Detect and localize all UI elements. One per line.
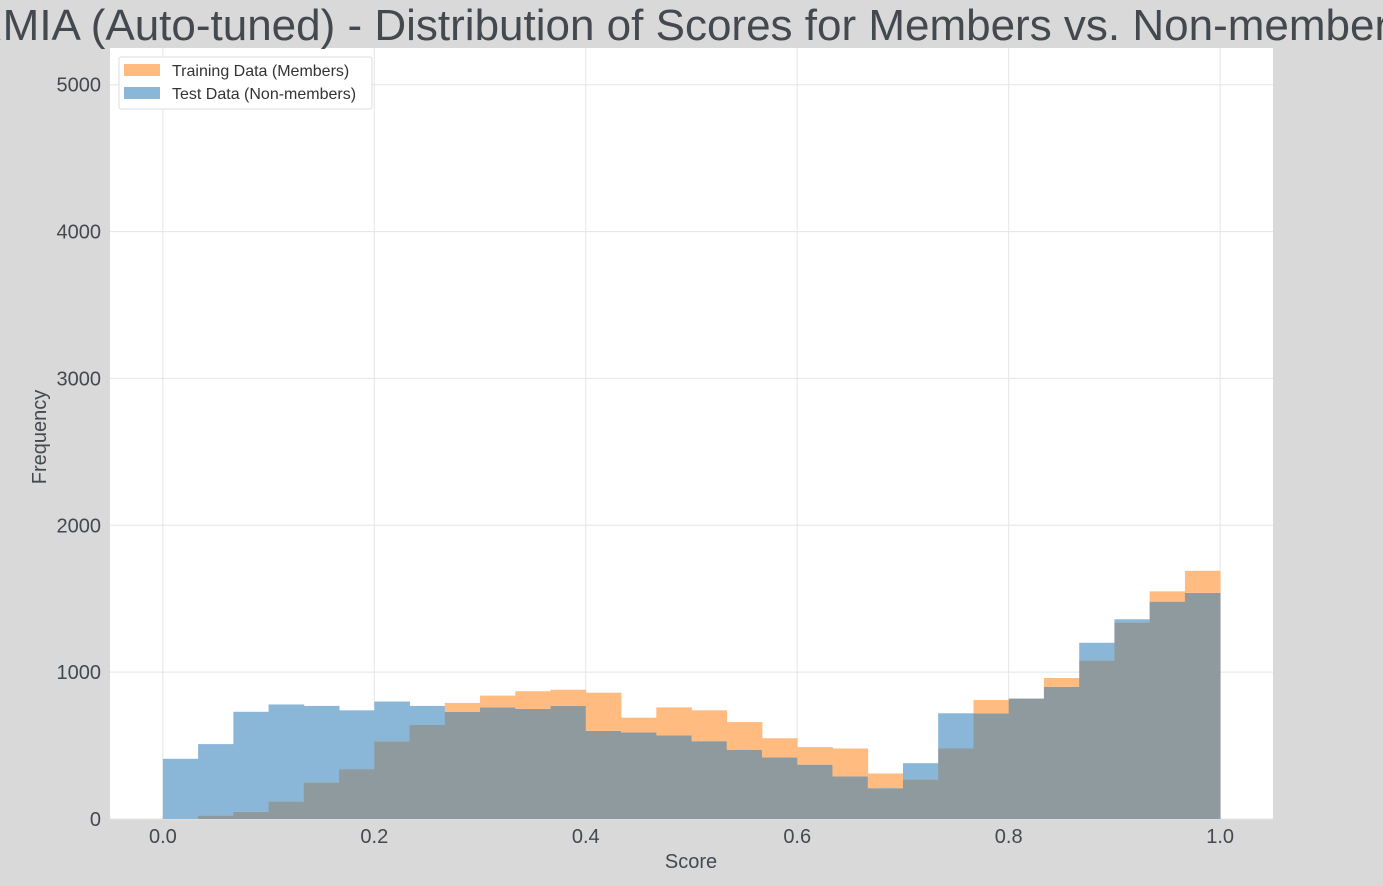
bar-members xyxy=(550,689,587,706)
bar-members xyxy=(1184,570,1221,593)
bar-members xyxy=(656,707,692,736)
bar-overlap xyxy=(233,811,269,819)
y-tick-label: 3000 xyxy=(57,368,102,390)
y-axis-label: Frequency xyxy=(29,390,51,485)
legend-swatch-members xyxy=(124,64,160,76)
bar-overlap xyxy=(938,748,974,819)
y-tick-label: 4000 xyxy=(57,222,102,244)
bar-non-members xyxy=(303,705,340,783)
bar-overlap xyxy=(444,711,481,819)
bar-overlap xyxy=(303,782,340,819)
bar-non-members xyxy=(1114,619,1151,623)
bar-overlap xyxy=(515,708,551,819)
legend-box xyxy=(118,56,373,110)
bar-overlap xyxy=(1079,660,1115,819)
bar-members xyxy=(1043,678,1080,687)
x-tick-label: 0.2 xyxy=(360,826,388,848)
bar-overlap xyxy=(867,788,904,819)
bar-members xyxy=(444,702,481,712)
bar-overlap xyxy=(973,713,1010,819)
bar-non-members xyxy=(268,704,305,802)
bar-non-members xyxy=(409,705,446,726)
x-tick-label: 0.8 xyxy=(995,826,1023,848)
bar-members xyxy=(726,722,763,750)
legend-label-members: Training Data (Members) xyxy=(172,63,349,80)
bar-members xyxy=(585,692,622,731)
bar-overlap xyxy=(480,707,516,819)
bar-members xyxy=(480,695,516,708)
bars xyxy=(162,570,1221,819)
bar-overlap xyxy=(832,776,869,819)
tick-labels: 0.0 0.2 0.4 0.6 0.8 1.0 0 1000 2000 3000 4000 5000 xyxy=(57,75,1235,848)
bar-overlap xyxy=(762,757,798,819)
bar-overlap xyxy=(198,815,234,819)
bar-overlap xyxy=(797,764,833,819)
y-tick-label: 2000 xyxy=(57,515,102,537)
bar-members xyxy=(515,691,551,709)
bar-overlap xyxy=(1008,698,1045,819)
x-axis-label: Score xyxy=(665,851,717,873)
x-tick-label: 1.0 xyxy=(1206,826,1234,848)
bar-overlap xyxy=(1114,622,1151,819)
bar-members xyxy=(973,700,1010,714)
bar-members xyxy=(867,773,904,789)
bar-overlap xyxy=(620,732,657,819)
bar-non-members xyxy=(233,711,269,812)
bar-non-members xyxy=(162,758,199,819)
bar-non-members xyxy=(902,763,939,780)
bar-overlap xyxy=(691,741,728,819)
bar-non-members xyxy=(374,701,410,742)
x-tick-label: 0.6 xyxy=(783,826,811,848)
bar-overlap xyxy=(374,741,410,819)
legend-label-non-members: Test Data (Non-members) xyxy=(172,86,356,103)
legend-swatch-non-members xyxy=(124,87,160,99)
legend: Training Data (Members) Test Data (Non-m… xyxy=(118,56,373,110)
bar-overlap xyxy=(1149,601,1186,819)
x-tick-label: 0.0 xyxy=(149,826,177,848)
bar-members xyxy=(832,748,869,777)
bar-members xyxy=(762,738,798,758)
bar-overlap xyxy=(1043,686,1080,819)
bar-members xyxy=(691,710,728,742)
bar-overlap xyxy=(550,705,587,819)
bar-overlap xyxy=(585,730,622,819)
bar-non-members xyxy=(198,744,234,816)
bar-overlap xyxy=(339,769,375,819)
y-tick-label: 5000 xyxy=(57,75,102,97)
bar-overlap xyxy=(726,749,763,819)
chart-title: RMIA (Auto-tuned) - Distribution of Scor… xyxy=(0,1,1383,50)
bar-overlap xyxy=(409,725,446,819)
bar-members xyxy=(797,747,833,765)
bar-non-members xyxy=(1079,642,1115,661)
bar-overlap xyxy=(902,779,939,819)
y-tick-label: 0 xyxy=(90,809,101,831)
bar-non-members xyxy=(938,713,974,749)
x-tick-label: 0.4 xyxy=(572,826,600,848)
bar-non-members xyxy=(339,710,375,770)
bar-overlap xyxy=(1184,592,1221,819)
bar-overlap xyxy=(656,735,692,819)
y-tick-label: 1000 xyxy=(57,662,102,684)
bar-overlap xyxy=(268,801,305,819)
bar-members xyxy=(620,717,657,733)
bar-members xyxy=(1149,591,1186,602)
